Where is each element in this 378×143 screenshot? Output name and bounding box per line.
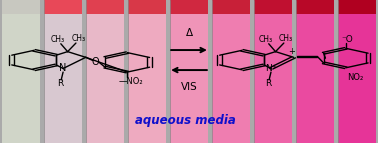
Text: +: + <box>288 47 295 56</box>
Text: N: N <box>59 63 67 74</box>
Text: CH₃: CH₃ <box>259 35 273 44</box>
Text: aqueous media: aqueous media <box>135 114 235 127</box>
Bar <box>86 0 124 14</box>
Text: Δ: Δ <box>186 28 192 38</box>
Text: R: R <box>265 79 271 88</box>
Bar <box>338 0 376 14</box>
Bar <box>2 0 40 14</box>
Text: R: R <box>57 79 63 88</box>
Bar <box>296 0 334 14</box>
Bar <box>254 0 292 14</box>
Bar <box>212 0 250 14</box>
Bar <box>44 14 82 143</box>
Text: ⁻O: ⁻O <box>342 35 353 43</box>
Bar <box>86 14 124 143</box>
Bar <box>170 14 208 143</box>
Bar <box>2 14 40 143</box>
Bar <box>128 14 166 143</box>
Text: —NO₂: —NO₂ <box>119 77 143 86</box>
Bar <box>170 0 208 14</box>
Text: O: O <box>91 57 99 67</box>
Text: CH₃: CH₃ <box>51 35 65 44</box>
Bar <box>296 14 334 143</box>
Bar <box>212 14 250 143</box>
Bar <box>44 0 82 14</box>
Bar <box>128 0 166 14</box>
Text: N⁺: N⁺ <box>265 64 277 73</box>
Text: NO₂: NO₂ <box>347 73 363 82</box>
Bar <box>338 14 376 143</box>
Text: CH₃: CH₃ <box>71 34 85 42</box>
Bar <box>254 14 292 143</box>
Text: CH₃: CH₃ <box>279 34 293 42</box>
Text: VIS: VIS <box>181 82 197 92</box>
